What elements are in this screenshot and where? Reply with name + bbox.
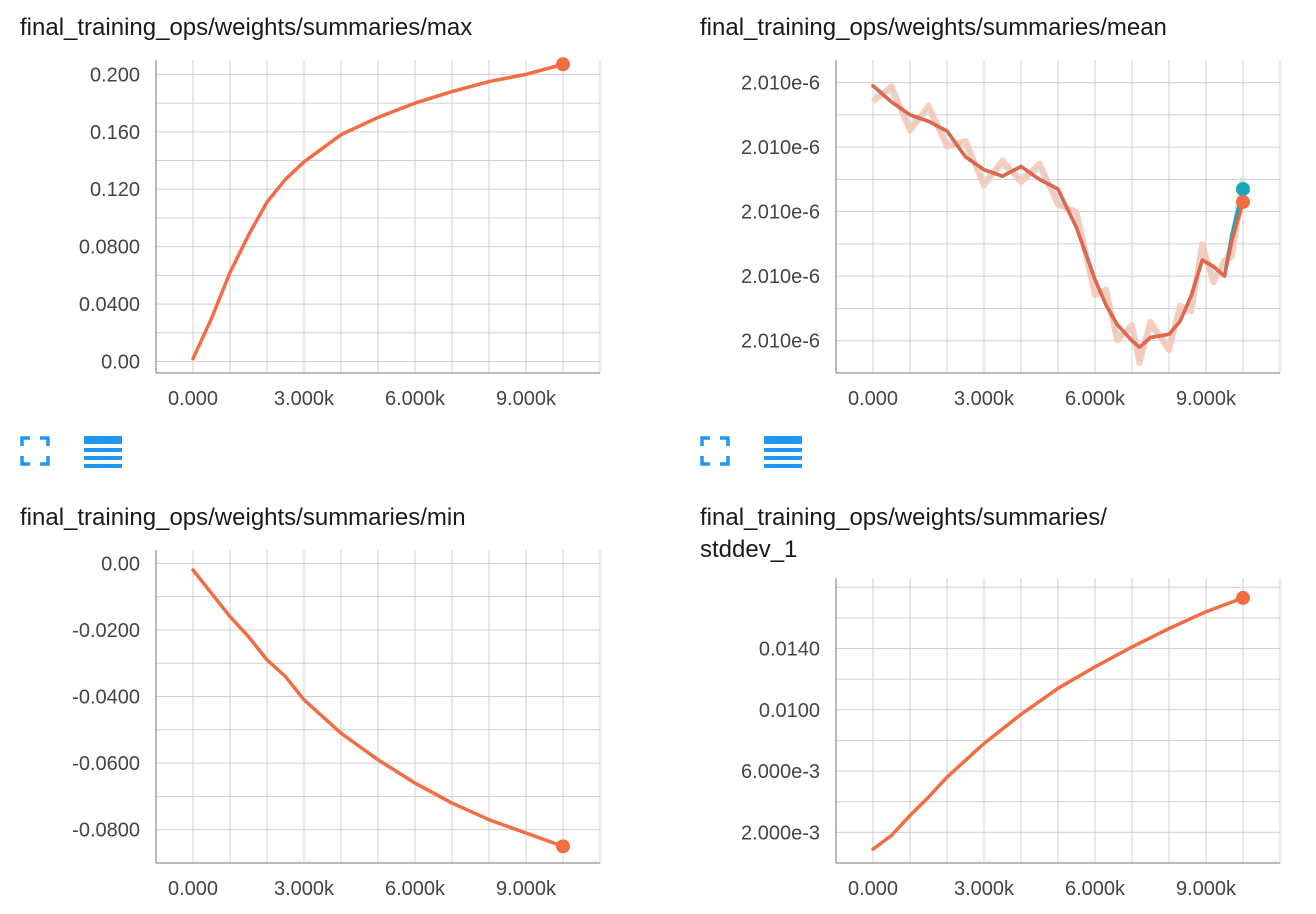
series-end-point <box>1236 182 1250 197</box>
y-tick-label: 6.000e-3 <box>741 761 820 783</box>
series-line <box>871 84 1245 349</box>
y-tick-label: 0.00 <box>101 553 140 575</box>
data-toggle-button[interactable] <box>84 436 122 472</box>
x-tick-label: 6.000k <box>385 878 446 900</box>
series-end-point <box>1236 194 1250 209</box>
series-line <box>191 568 565 849</box>
x-tick-label: 9.000k <box>1176 388 1237 410</box>
x-tick-label: 3.000k <box>274 388 335 410</box>
fullscreen-icon <box>700 436 730 466</box>
data-toggle-button[interactable] <box>764 436 802 472</box>
series-end-point <box>556 57 570 72</box>
y-tick-label: 0.00 <box>101 352 140 374</box>
y-tick-label: 2.010e-6 <box>741 202 820 224</box>
y-tick-label: 2.010e-6 <box>741 266 820 288</box>
data-list-icon <box>84 436 122 468</box>
y-tick-label: -0.0600 <box>72 753 140 775</box>
y-tick-label: 0.160 <box>90 122 140 144</box>
x-tick-label: 0.000 <box>848 388 898 410</box>
x-tick-label: 6.000k <box>1065 878 1126 900</box>
series-end-point <box>556 839 570 854</box>
y-tick-label: -0.0400 <box>72 687 140 709</box>
x-tick-label: 6.000k <box>385 388 446 410</box>
x-tick-label: 6.000k <box>1065 388 1126 410</box>
y-tick-label: 0.120 <box>90 179 140 201</box>
y-tick-label: 2.000e-3 <box>741 822 820 844</box>
y-tick-label: 0.0800 <box>79 237 140 259</box>
series-line <box>191 62 565 361</box>
grid <box>835 60 1281 374</box>
x-tick-label: 9.000k <box>496 878 557 900</box>
x-tick-label: 9.000k <box>1176 878 1237 900</box>
y-tick-label: 2.010e-6 <box>741 73 820 95</box>
x-tick-label: 0.000 <box>848 878 898 900</box>
x-tick-label: 0.000 <box>168 388 218 410</box>
grid <box>155 60 601 373</box>
chart-title: final_training_ops/weights/summaries/min <box>20 504 466 531</box>
fullscreen-button[interactable] <box>700 436 736 472</box>
x-tick-label: 0.000 <box>168 878 218 900</box>
chart-title: final_training_ops/weights/summaries/ st… <box>700 504 1107 563</box>
grid <box>835 578 1281 864</box>
x-tick-label: 3.000k <box>954 878 1015 900</box>
x-tick-label: 9.000k <box>496 388 557 410</box>
fullscreen-icon <box>20 436 50 466</box>
fullscreen-button[interactable] <box>20 436 56 472</box>
data-list-icon <box>764 436 802 468</box>
series-line <box>871 596 1245 851</box>
y-tick-label: -0.0200 <box>72 620 140 642</box>
x-tick-label: 3.000k <box>954 388 1015 410</box>
chart-min[interactable]: 0.000 3.000k 6.000k 9.000k 0.00 -0.0200 -0.040… <box>20 540 620 910</box>
grid <box>155 550 601 864</box>
chart-title: final_training_ops/weights/summaries/max <box>20 14 473 41</box>
chart-stddev[interactable]: 0.000 3.000k 6.000k 9.000k 2.000e-3 6.000e-3 0… <box>700 568 1300 910</box>
y-tick-label: 2.010e-6 <box>741 137 820 159</box>
chart-mean[interactable]: 0.000 3.000k 6.000k 9.000k 2.010e-6 2.010e-6 2… <box>700 50 1300 420</box>
y-tick-label: -0.0800 <box>72 820 140 842</box>
series-end-point <box>1236 590 1250 605</box>
y-tick-label: 0.0140 <box>759 638 820 660</box>
chart-title: final_training_ops/weights/summaries/mea… <box>700 14 1167 41</box>
y-tick-label: 2.010e-6 <box>741 331 820 353</box>
x-tick-label: 3.000k <box>274 878 335 900</box>
y-tick-label: 0.0100 <box>759 700 820 722</box>
y-tick-label: 0.0400 <box>79 294 140 316</box>
chart-max[interactable]: 0.000 3.000k 6.000k 9.000k 0.00 0.0400 0.0800 0… <box>20 50 620 420</box>
y-tick-label: 0.200 <box>90 64 140 86</box>
